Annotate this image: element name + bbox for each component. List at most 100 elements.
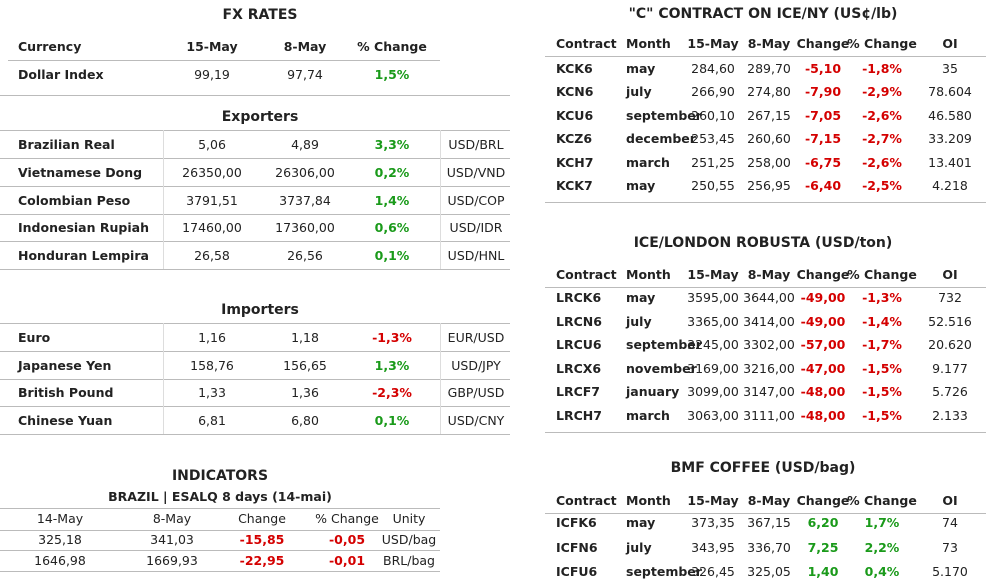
cell: Dollar Index xyxy=(18,66,104,82)
column-header: Contract xyxy=(556,266,617,282)
cell: september xyxy=(626,107,702,123)
cell: Vietnamese Dong xyxy=(18,164,143,180)
cell: KCK6 xyxy=(556,60,593,76)
cell: 17460,00 xyxy=(182,220,242,236)
rule xyxy=(0,378,510,380)
cell: LRCH7 xyxy=(556,407,602,423)
column-header: Change xyxy=(796,35,850,51)
cell: ICFN6 xyxy=(556,539,598,555)
cell: 35 xyxy=(942,60,958,76)
cell: Honduran Lempira xyxy=(18,247,149,263)
column-header: OI xyxy=(942,492,958,508)
cell: GBP/USD xyxy=(447,385,505,401)
column-header: 15-May xyxy=(687,492,739,508)
cell: 258,00 xyxy=(747,154,791,170)
cell: -1,8% xyxy=(862,60,902,76)
column-header: % Change xyxy=(847,35,917,51)
rule xyxy=(545,56,986,57)
rule xyxy=(0,406,510,408)
cell: march xyxy=(626,407,670,423)
cell: -2,6% xyxy=(862,154,902,170)
group-title: Importers xyxy=(221,302,299,318)
cell: Indonesian Rupiah xyxy=(18,220,149,236)
cell: 256,95 xyxy=(747,177,791,193)
cell: Japanese Yen xyxy=(18,357,112,373)
cell: -2,9% xyxy=(862,84,902,100)
cell: 260,60 xyxy=(747,130,791,146)
cell: 5,06 xyxy=(198,136,226,152)
cell: Brazilian Real xyxy=(18,136,115,152)
cell: july xyxy=(626,313,652,329)
cell: 2.133 xyxy=(932,407,968,423)
cell: -7,90 xyxy=(804,84,842,100)
cell: -15,85 xyxy=(239,531,285,547)
cell: 3365,00 xyxy=(687,313,739,329)
cell: USD/VND xyxy=(446,164,506,180)
cell: 3111,00 xyxy=(743,407,795,423)
cell: 6,80 xyxy=(291,412,319,428)
cell: 341,03 xyxy=(150,531,194,547)
cell: -1,5% xyxy=(862,360,902,376)
cell: LRCK6 xyxy=(556,289,602,305)
column-header: % Change xyxy=(847,492,917,508)
cell: 3099,00 xyxy=(687,384,739,400)
cell: -48,00 xyxy=(800,384,846,400)
cell: march xyxy=(626,154,670,170)
rule xyxy=(0,158,510,159)
cell: -0,05 xyxy=(328,531,366,547)
cell: Colombian Peso xyxy=(18,192,131,208)
cell: 1,33 xyxy=(198,385,226,401)
cell: 156,65 xyxy=(283,357,327,373)
cell: 326,45 xyxy=(691,563,735,579)
column-header: Contract xyxy=(556,492,617,508)
cell: 1,16 xyxy=(198,329,226,345)
cell: 26350,00 xyxy=(182,164,242,180)
cell: LRCX6 xyxy=(556,360,602,376)
cell: -22,95 xyxy=(239,552,285,568)
cell: -49,00 xyxy=(800,313,846,329)
cell: 1,40 xyxy=(807,563,839,579)
cell: 3245,00 xyxy=(687,336,739,352)
rule xyxy=(0,323,510,324)
column-header: 14-May xyxy=(36,510,84,526)
cell: LRCU6 xyxy=(556,336,602,352)
column-header: 15-May xyxy=(186,38,238,54)
cell: 1646,98 xyxy=(34,552,86,568)
cell: -1,3% xyxy=(862,289,902,305)
cell: -5,10 xyxy=(804,60,842,76)
cell: december xyxy=(626,130,696,146)
cell: -1,4% xyxy=(862,313,902,329)
cell: september xyxy=(626,336,702,352)
cell: 97,74 xyxy=(287,66,323,82)
cell: 13.401 xyxy=(928,154,972,170)
cell: 325,05 xyxy=(747,563,791,579)
cell: 6,20 xyxy=(807,514,839,530)
cell: 26,58 xyxy=(194,247,230,263)
column-header: Change xyxy=(796,492,850,508)
cell: september xyxy=(626,563,702,579)
cell: 3791,51 xyxy=(186,192,238,208)
rule xyxy=(0,241,510,243)
cell: 284,60 xyxy=(691,60,735,76)
column-header: 15-May xyxy=(687,266,739,282)
cell: KCZ6 xyxy=(556,130,593,146)
cell: january xyxy=(626,384,680,400)
cell: -1,3% xyxy=(372,329,412,345)
section-title: ICE/LONDON ROBUSTA (USD/ton) xyxy=(633,235,893,251)
cell: ICFK6 xyxy=(556,514,597,530)
cell: USD/COP xyxy=(447,192,505,208)
cell: 3644,00 xyxy=(743,289,795,305)
cell: USD/HNL xyxy=(447,247,505,263)
rule xyxy=(0,95,510,96)
column-header: Unity xyxy=(392,510,426,526)
cell: USD/BRL xyxy=(448,136,504,152)
cell: -48,00 xyxy=(800,407,846,423)
cell: KCH7 xyxy=(556,154,594,170)
rule xyxy=(545,513,986,514)
cell: -2,7% xyxy=(862,130,902,146)
cell: USD/CNY xyxy=(447,412,505,428)
column-header: Contract xyxy=(556,35,617,51)
column-header: 8-May xyxy=(152,510,192,526)
cell: 3147,00 xyxy=(743,384,795,400)
